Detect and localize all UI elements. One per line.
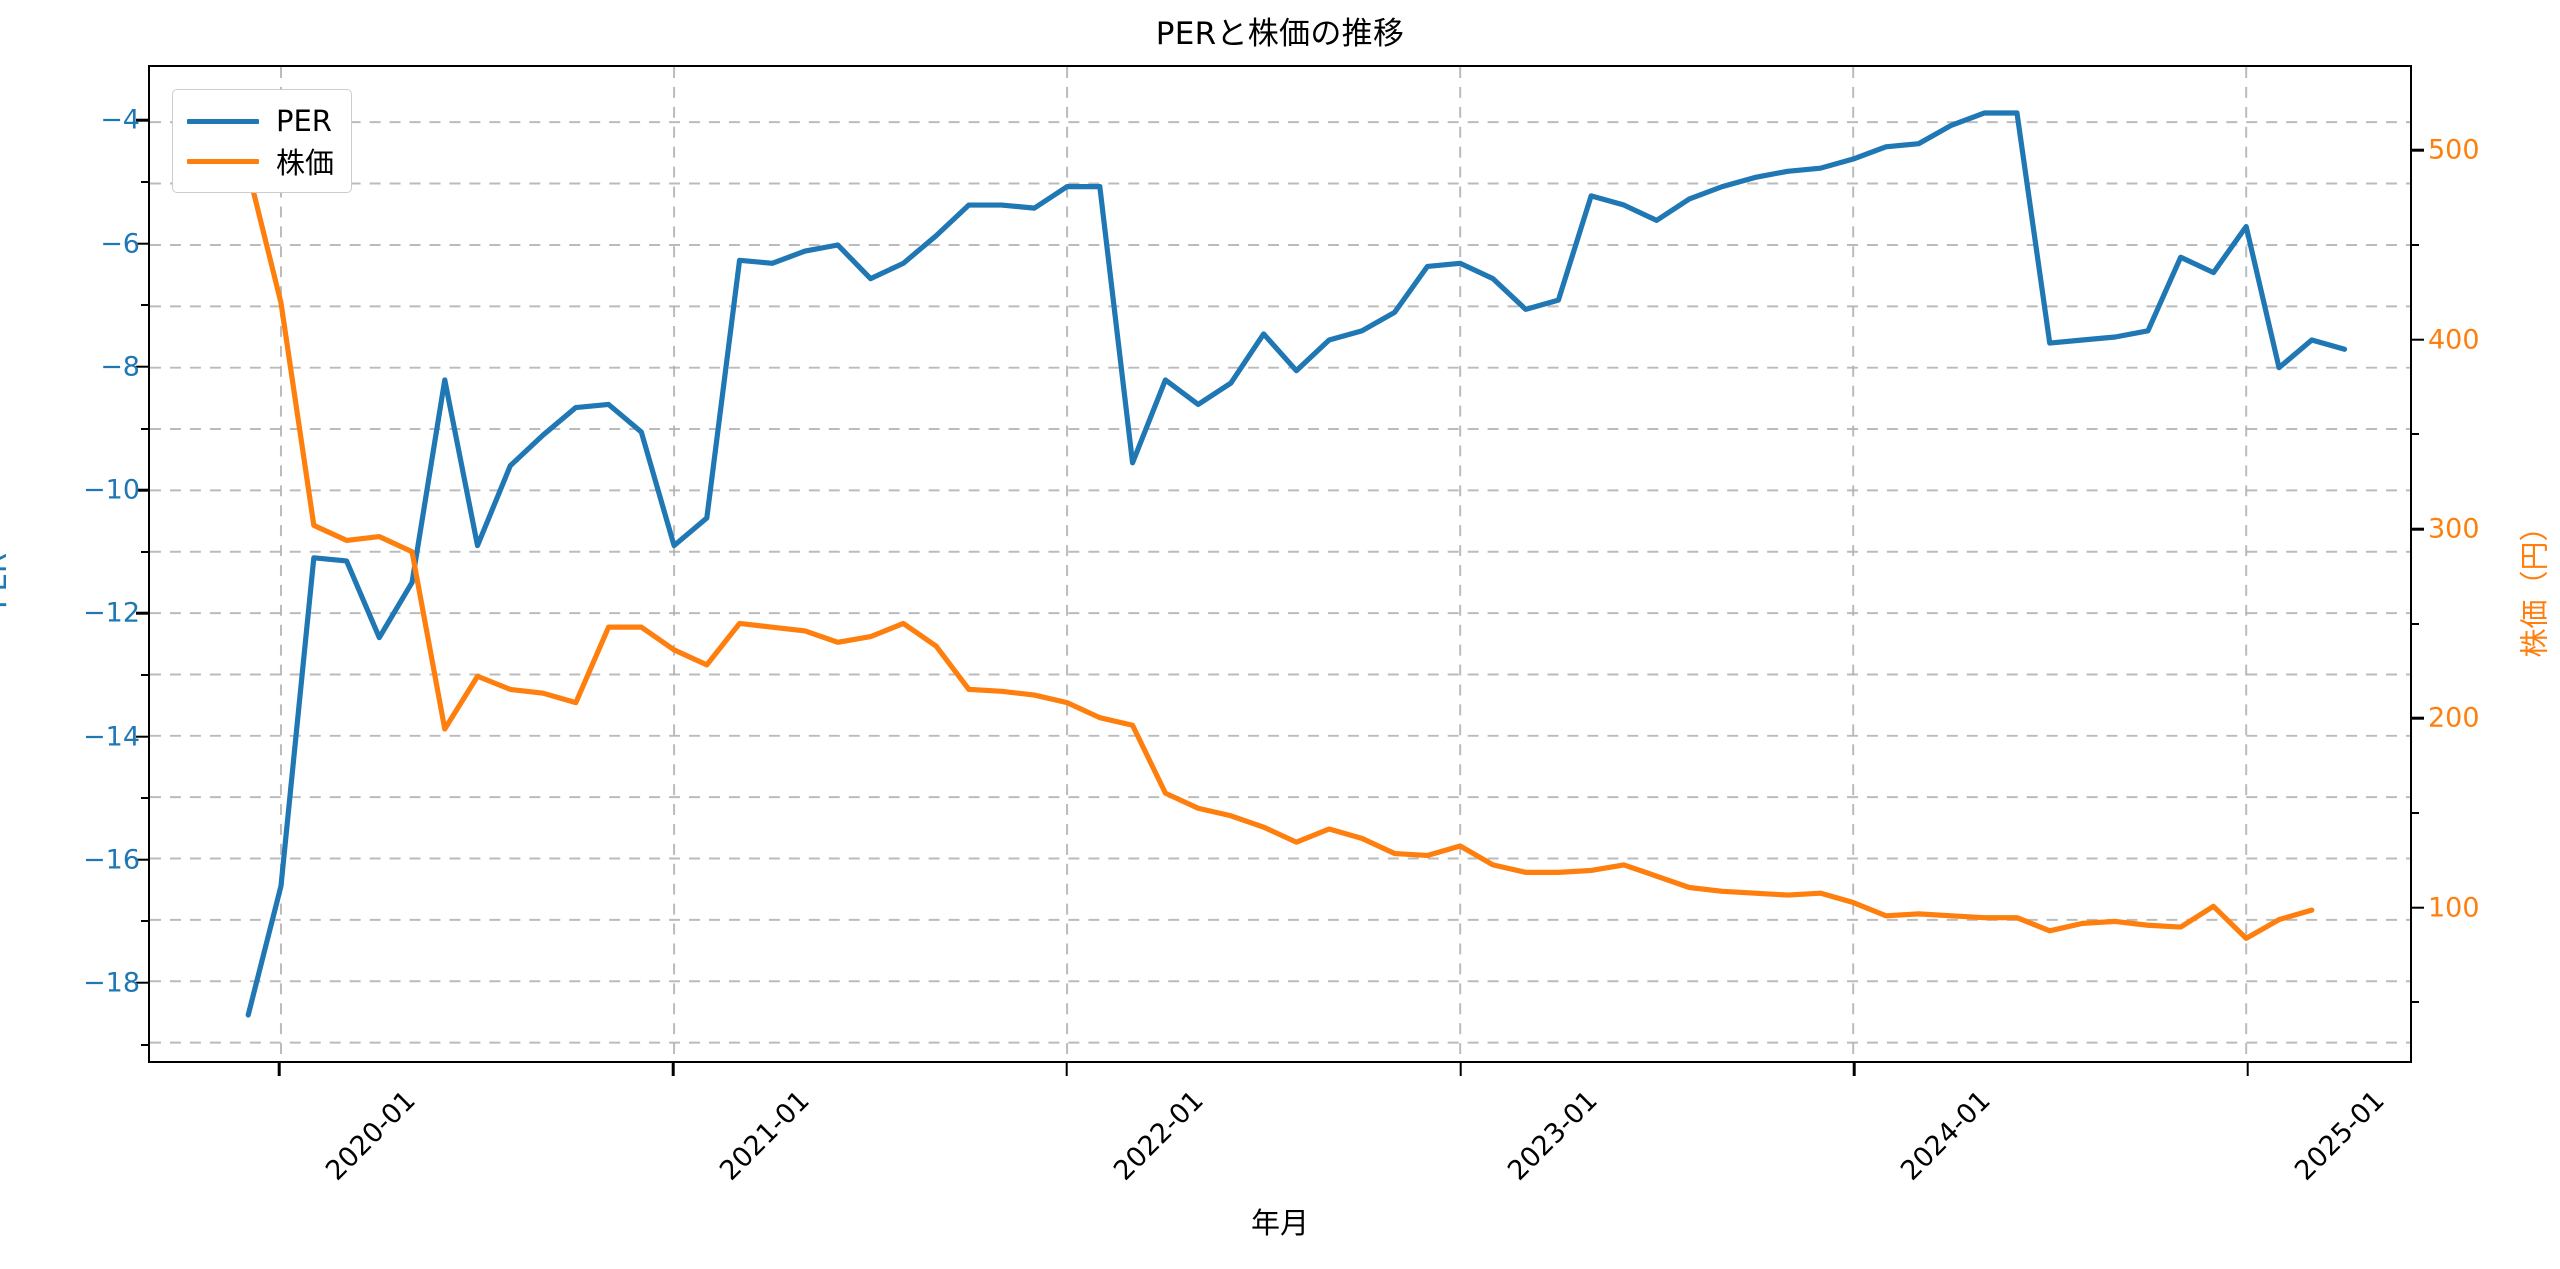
y-axis-left-tick-mark bbox=[136, 981, 148, 985]
y-axis-right-tick-label: 300 bbox=[2428, 513, 2480, 545]
y-axis-left-tick-label: −4 bbox=[100, 104, 140, 136]
y-axis-right-tick-label: 200 bbox=[2428, 702, 2480, 734]
x-axis-tick-label: 2025-01 bbox=[2288, 1085, 2391, 1187]
y-axis-left-minor-tick bbox=[141, 1043, 148, 1046]
y-axis-left-minor-tick bbox=[141, 673, 148, 676]
y-axis-left-minor-tick bbox=[141, 427, 148, 430]
x-axis-tick-mark bbox=[277, 1063, 281, 1076]
chart-title: PERと株価の推移 bbox=[1155, 16, 1405, 52]
legend-swatch-price bbox=[187, 158, 259, 164]
y-axis-left-tick-mark bbox=[136, 488, 148, 492]
legend-swatch-per bbox=[187, 118, 259, 124]
plot-area bbox=[148, 65, 2412, 1063]
y-axis-right-minor-tick bbox=[2412, 812, 2419, 814]
x-axis-tick-label: 2020-01 bbox=[320, 1085, 422, 1187]
x-axis-tick-mark bbox=[2246, 1063, 2250, 1076]
x-axis-tick-mark bbox=[671, 1063, 675, 1076]
x-axis-tick-label: 2023-01 bbox=[1501, 1085, 1604, 1187]
y-axis-left-minor-tick bbox=[141, 550, 148, 553]
y-axis-right-tick-mark bbox=[2412, 148, 2424, 152]
y-axis-right-minor-tick bbox=[2412, 1001, 2419, 1004]
x-axis-tick-mark bbox=[1852, 1063, 1856, 1076]
y-axis-left-tick-label: −12 bbox=[83, 597, 140, 629]
y-axis-left-tick-label: −18 bbox=[83, 967, 140, 999]
y-axis-left-tick-mark bbox=[136, 858, 148, 861]
y-axis-right-tick-mark bbox=[2412, 527, 2424, 531]
y-axis-left-tick-label: −10 bbox=[83, 474, 140, 506]
y-axis-left-tick-label: −6 bbox=[100, 228, 140, 260]
y-axis-right-minor-tick bbox=[2412, 622, 2419, 625]
x-axis-tick-label: 2021-01 bbox=[714, 1085, 816, 1187]
x-axis-tick-label: 2024-01 bbox=[1895, 1085, 1997, 1187]
y-axis-left-minor-tick bbox=[141, 920, 148, 923]
y-axis-right-tick-label: 100 bbox=[2428, 892, 2480, 924]
y-axis-right-label: 株価（円） bbox=[2517, 512, 2552, 658]
y-axis-left-tick-mark bbox=[136, 612, 148, 615]
y-axis-left-minor-tick bbox=[141, 181, 148, 183]
x-axis-tick-label: 2022-01 bbox=[1107, 1085, 1210, 1187]
y-axis-right-minor-tick bbox=[2412, 433, 2419, 436]
chart-legend: PER 株価 bbox=[172, 89, 353, 193]
y-axis-left-tick-label: −14 bbox=[83, 721, 140, 752]
y-axis-left-tick-mark bbox=[136, 119, 148, 122]
y-axis-left-label: PER bbox=[0, 553, 13, 609]
legend-label-per: PER bbox=[276, 104, 332, 138]
y-axis-left-tick-label: −8 bbox=[100, 351, 140, 383]
y-axis-left-tick-mark bbox=[136, 365, 148, 369]
legend-item-per[interactable]: PER bbox=[187, 101, 334, 141]
x-axis-tick-mark bbox=[1459, 1063, 1462, 1076]
y-axis-left-minor-tick bbox=[141, 304, 148, 307]
grid-lines bbox=[150, 67, 2410, 1061]
x-axis-tick-mark bbox=[1065, 1063, 1068, 1076]
legend-item-price[interactable]: 株価 bbox=[187, 141, 334, 181]
y-axis-left-tick-mark bbox=[136, 735, 148, 738]
series-lines bbox=[245, 110, 2348, 1018]
y-axis-right-minor-tick bbox=[2412, 243, 2419, 246]
y-axis-right-tick-label: 400 bbox=[2428, 324, 2480, 356]
x-axis-label: 年月 bbox=[1250, 1206, 1309, 1240]
y-axis-right-tick-label: 500 bbox=[2428, 134, 2480, 166]
y-axis-right-tick-mark bbox=[2412, 717, 2424, 720]
legend-label-price: 株価 bbox=[276, 146, 335, 180]
y-axis-left-tick-label: −16 bbox=[83, 844, 140, 876]
y-axis-left-tick-mark bbox=[136, 242, 148, 245]
y-axis-right-tick-mark bbox=[2412, 906, 2424, 909]
y-axis-left-minor-tick bbox=[141, 797, 148, 800]
y-axis-right-tick-mark bbox=[2412, 338, 2424, 341]
